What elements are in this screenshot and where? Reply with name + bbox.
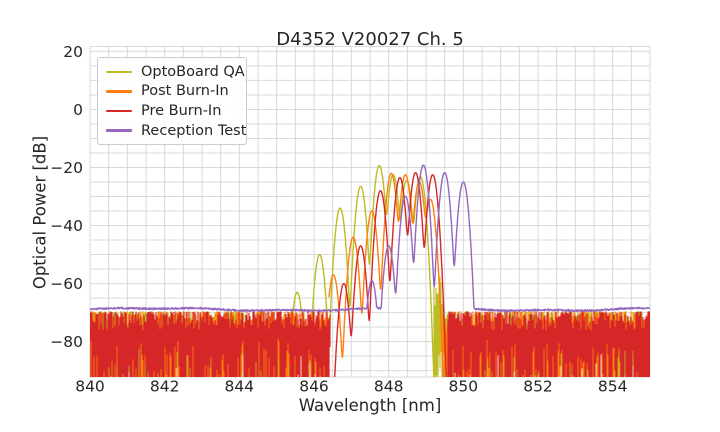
legend-swatch — [106, 129, 132, 132]
x-tick-label: 850 — [449, 378, 479, 396]
x-tick-label: 842 — [150, 378, 180, 396]
chart-title: D4352 V20027 Ch. 5 — [276, 29, 464, 50]
legend-label: Pre Burn-In — [141, 102, 222, 119]
x-tick-label: 854 — [598, 378, 628, 396]
x-axis-label: Wavelength [nm] — [298, 396, 442, 415]
pre-burn-in-noise — [447, 311, 650, 377]
legend-label: OptoBoard QA — [141, 63, 245, 80]
x-tick-label: 848 — [374, 378, 404, 396]
legend-item: Pre Burn-In — [106, 101, 246, 121]
reception-test-curve — [90, 164, 650, 313]
legend-label: Post Burn-In — [141, 83, 229, 100]
legend-item: Reception Test — [106, 121, 246, 141]
series-curves — [90, 164, 650, 377]
y-tick-label: 0 — [73, 101, 83, 119]
legend-swatch — [106, 70, 132, 74]
pre-burn-in-noise — [90, 311, 331, 377]
x-tick-label: 844 — [225, 378, 255, 396]
pre-burn-in-curve — [333, 172, 447, 377]
y-axis-label: Optical Power [dB] — [30, 135, 50, 290]
y-tick-label: −60 — [50, 275, 83, 293]
legend-swatch — [106, 90, 132, 93]
y-tick-label: −40 — [50, 217, 83, 235]
x-tick-label: 846 — [299, 378, 329, 396]
legend-swatch — [106, 109, 132, 113]
legend: OptoBoard QA Post Burn-In Pre Burn-In Recep… — [97, 57, 247, 146]
y-tick-label: −80 — [50, 333, 83, 351]
y-tick-label: 20 — [63, 43, 83, 61]
plot-frame — [89, 46, 651, 378]
legend-item: OptoBoard QA — [106, 62, 246, 82]
legend-label: Reception Test — [141, 122, 247, 139]
x-tick-label: 840 — [75, 378, 105, 396]
x-tick-label: 852 — [523, 378, 553, 396]
y-tick-label: −20 — [50, 159, 83, 177]
legend-item: Post Burn-In — [106, 82, 246, 102]
